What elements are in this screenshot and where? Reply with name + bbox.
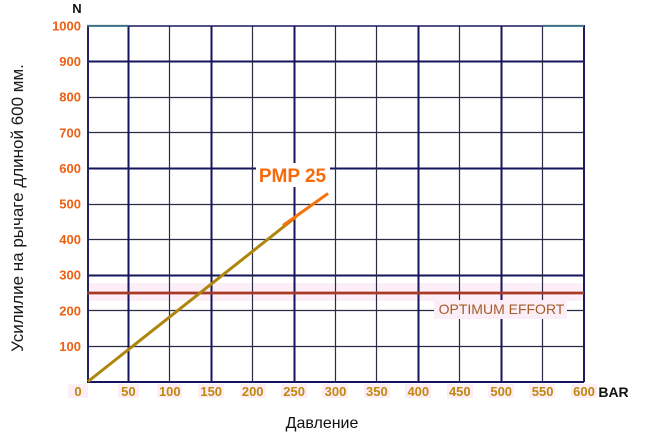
- svg-text:350: 350: [366, 384, 388, 399]
- svg-text:Усилилие на рычаге длиной 600: Усилилие на рычаге длиной 600 мм.: [8, 64, 27, 352]
- svg-text:800: 800: [59, 90, 81, 105]
- svg-text:400: 400: [407, 384, 429, 399]
- svg-text:50: 50: [121, 384, 135, 399]
- svg-text:200: 200: [242, 384, 264, 399]
- svg-text:0: 0: [74, 384, 81, 399]
- svg-text:400: 400: [59, 232, 81, 247]
- svg-text:600: 600: [59, 161, 81, 176]
- svg-text:500: 500: [490, 384, 512, 399]
- svg-text:300: 300: [59, 268, 81, 283]
- svg-text:600: 600: [573, 384, 595, 399]
- svg-text:900: 900: [59, 54, 81, 69]
- svg-text:200: 200: [59, 303, 81, 318]
- svg-text:PMP 25: PMP 25: [259, 166, 327, 187]
- svg-text:300: 300: [325, 384, 347, 399]
- svg-text:500: 500: [59, 197, 81, 212]
- svg-text:100: 100: [159, 384, 181, 399]
- svg-text:100: 100: [59, 339, 81, 354]
- svg-text:BAR: BAR: [598, 384, 628, 400]
- svg-text:250: 250: [283, 384, 305, 399]
- svg-text:OPTIMUM EFFORT: OPTIMUM EFFORT: [439, 301, 565, 317]
- svg-text:450: 450: [449, 384, 471, 399]
- svg-text:550: 550: [532, 384, 554, 399]
- svg-text:Давление: Давление: [286, 415, 359, 432]
- svg-text:N: N: [72, 1, 81, 16]
- svg-text:700: 700: [59, 125, 81, 140]
- svg-text:1000: 1000: [52, 19, 81, 34]
- svg-text:150: 150: [200, 384, 222, 399]
